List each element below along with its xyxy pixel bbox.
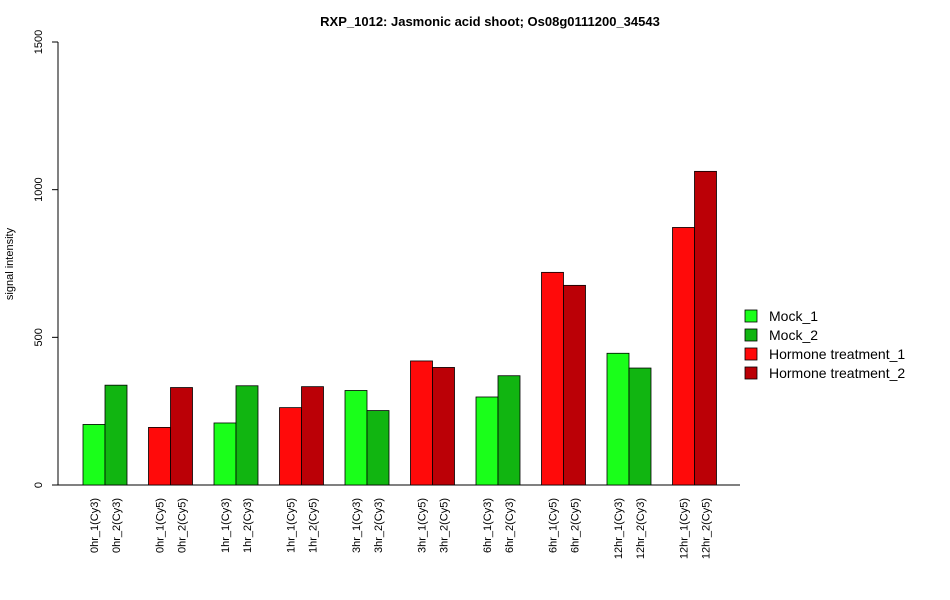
chart-title: RXP_1012: Jasmonic acid shoot; Os08g0111… xyxy=(320,14,660,29)
legend-swatch xyxy=(744,347,758,361)
bar xyxy=(301,386,324,486)
x-tick-label: 6hr_1(Cy3) xyxy=(482,498,494,553)
bar xyxy=(497,375,521,486)
bar xyxy=(563,284,586,486)
y-tick-label: 1000 xyxy=(33,177,45,201)
bar xyxy=(235,385,259,486)
bar xyxy=(148,427,171,486)
x-tick-label: 12hr_2(Cy5) xyxy=(701,498,713,559)
x-tick-label: 12hr_1(Cy5) xyxy=(679,498,691,559)
x-tick-label: 3hr_1(Cy3) xyxy=(351,498,363,553)
y-tick-label: 1500 xyxy=(33,30,45,54)
bar xyxy=(344,390,368,486)
bar xyxy=(541,271,564,486)
legend: Mock_1 Mock_2 Hormone treatment_1 Hormone t… xyxy=(744,308,905,381)
legend-label: Hormone treatment_2 xyxy=(769,365,905,381)
x-tick-label: 1hr_2(Cy3) xyxy=(242,498,254,553)
y-tick-label: 0 xyxy=(33,482,45,488)
x-tick-label: 1hr_2(Cy5) xyxy=(308,498,320,553)
category-labels: 0hr_1(Cy3) 0hr_2(Cy3) 0hr_1(Cy5) 0hr_2(Cy5)… xyxy=(89,498,713,559)
x-tick-label: 1hr_1(Cy3) xyxy=(220,498,232,553)
bar xyxy=(410,360,433,486)
legend-label: Hormone treatment_1 xyxy=(769,346,905,362)
bar xyxy=(279,407,302,486)
y-axis-label: signal intensity xyxy=(4,227,16,300)
legend-label: Mock_1 xyxy=(769,308,818,324)
legend-label: Mock_2 xyxy=(769,327,818,343)
x-tick-label: 6hr_2(Cy3) xyxy=(504,498,516,553)
bar xyxy=(672,227,695,486)
x-tick-label: 6hr_1(Cy5) xyxy=(548,498,560,553)
bar xyxy=(475,396,499,486)
x-tick-label: 0hr_2(Cy5) xyxy=(177,498,189,553)
bar xyxy=(213,422,237,486)
x-tick-label: 3hr_2(Cy5) xyxy=(439,498,451,553)
y-tick-label: 500 xyxy=(33,328,45,346)
bar xyxy=(82,424,106,486)
bar xyxy=(606,352,630,486)
bar xyxy=(104,384,128,486)
bar xyxy=(366,410,390,486)
bar xyxy=(628,367,652,486)
bar xyxy=(432,367,455,486)
x-tick-label: 0hr_1(Cy5) xyxy=(155,498,167,553)
x-tick-label: 3hr_1(Cy5) xyxy=(417,498,429,553)
bar xyxy=(694,170,717,486)
x-tick-label: 3hr_2(Cy3) xyxy=(373,498,385,553)
legend-swatch xyxy=(744,366,758,380)
legend-swatch xyxy=(744,328,758,342)
bar xyxy=(170,387,193,486)
y-axis: 0 500 1000 1500 xyxy=(33,30,59,488)
x-tick-label: 6hr_2(Cy5) xyxy=(570,498,582,553)
bars xyxy=(82,170,717,486)
x-tick-label: 12hr_2(Cy3) xyxy=(635,498,647,559)
x-tick-label: 0hr_1(Cy3) xyxy=(89,498,101,553)
legend-swatch xyxy=(744,309,758,323)
x-tick-label: 12hr_1(Cy3) xyxy=(613,498,625,559)
x-tick-label: 0hr_2(Cy3) xyxy=(111,498,123,553)
x-tick-label: 1hr_1(Cy5) xyxy=(286,498,298,553)
